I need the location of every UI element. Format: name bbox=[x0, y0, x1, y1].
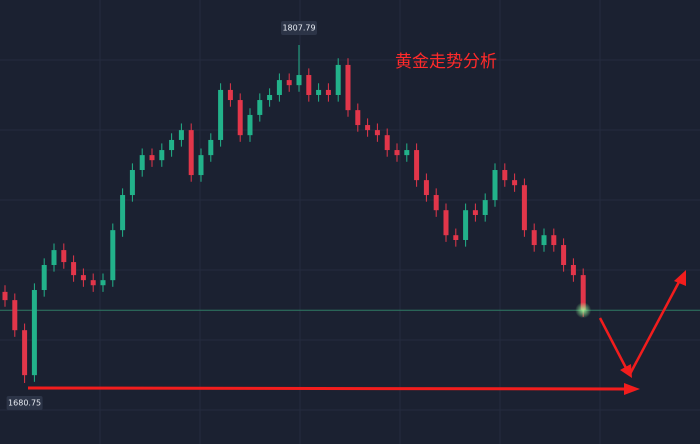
candle-body bbox=[169, 139, 175, 151]
annotation-box bbox=[6, 396, 43, 410]
annotation-box bbox=[281, 21, 317, 35]
candle-body bbox=[71, 262, 77, 276]
candle-body bbox=[227, 89, 233, 101]
candle-body bbox=[218, 89, 224, 140]
annotation-low: 1680.75 bbox=[8, 399, 41, 408]
candle-body bbox=[512, 180, 518, 186]
candle-body bbox=[384, 135, 390, 151]
candle-body bbox=[120, 195, 126, 231]
candles: 1807.79 1680.75 bbox=[0, 21, 700, 410]
candle-body bbox=[22, 330, 28, 376]
candle-body bbox=[31, 290, 37, 376]
candle-body bbox=[335, 64, 341, 95]
candle-body bbox=[570, 265, 576, 276]
candle-body bbox=[414, 150, 420, 181]
candle-body bbox=[80, 275, 86, 281]
last-price-glow bbox=[575, 302, 592, 319]
candle-body bbox=[521, 185, 527, 231]
candle-body bbox=[267, 94, 273, 101]
chart-title: 黄金走势分析 bbox=[395, 52, 497, 72]
candle-body bbox=[188, 130, 194, 176]
candle-body bbox=[237, 100, 243, 136]
candle-body bbox=[472, 210, 478, 215]
arrow-line bbox=[27, 386, 629, 391]
candle-body bbox=[404, 150, 410, 156]
candle-body bbox=[296, 75, 302, 86]
candle-body bbox=[482, 200, 488, 215]
candle-body bbox=[355, 110, 361, 126]
candle-body bbox=[159, 150, 165, 161]
candle-body bbox=[178, 130, 184, 140]
candle-body bbox=[100, 280, 106, 286]
candle-body bbox=[463, 210, 469, 240]
candle-body bbox=[61, 250, 67, 263]
candle-body bbox=[561, 245, 567, 266]
candle-body bbox=[41, 265, 47, 291]
candle-body bbox=[492, 170, 498, 201]
candle-body bbox=[423, 180, 429, 196]
candle-body bbox=[443, 210, 449, 236]
candle-body bbox=[129, 170, 135, 196]
arrow-line bbox=[628, 279, 682, 375]
candle-body bbox=[276, 80, 282, 95]
candle-body bbox=[433, 195, 439, 211]
candle-body bbox=[149, 155, 155, 161]
candle-body bbox=[2, 291, 8, 301]
candle-body bbox=[325, 89, 331, 95]
candle-body bbox=[12, 300, 18, 331]
candle-body bbox=[531, 230, 537, 246]
annotation-high: 1807.79 bbox=[282, 24, 315, 33]
candle-body bbox=[139, 155, 145, 171]
candle-body bbox=[502, 170, 508, 181]
candle-body bbox=[90, 280, 96, 286]
candle-body bbox=[208, 139, 214, 156]
arrow-head bbox=[624, 383, 640, 395]
forecast-arrows bbox=[27, 270, 686, 395]
candle-body bbox=[374, 130, 380, 136]
candle-body bbox=[580, 275, 586, 311]
candle-body bbox=[257, 100, 263, 115]
candle-body bbox=[110, 230, 116, 281]
candle-body bbox=[51, 250, 57, 266]
candle-body bbox=[286, 80, 292, 86]
candle-body bbox=[316, 89, 322, 95]
candle-body bbox=[306, 75, 312, 95]
candle-body bbox=[541, 235, 547, 246]
candle-body bbox=[345, 64, 351, 111]
candle-body bbox=[198, 155, 204, 176]
candle-body bbox=[247, 114, 253, 136]
candle-body bbox=[453, 235, 459, 240]
candle-body bbox=[365, 125, 371, 131]
arrow-head bbox=[674, 270, 686, 286]
arrow-head bbox=[620, 364, 632, 378]
candle-body bbox=[394, 150, 400, 156]
candle-body bbox=[551, 235, 557, 246]
arrow-line bbox=[598, 317, 628, 369]
